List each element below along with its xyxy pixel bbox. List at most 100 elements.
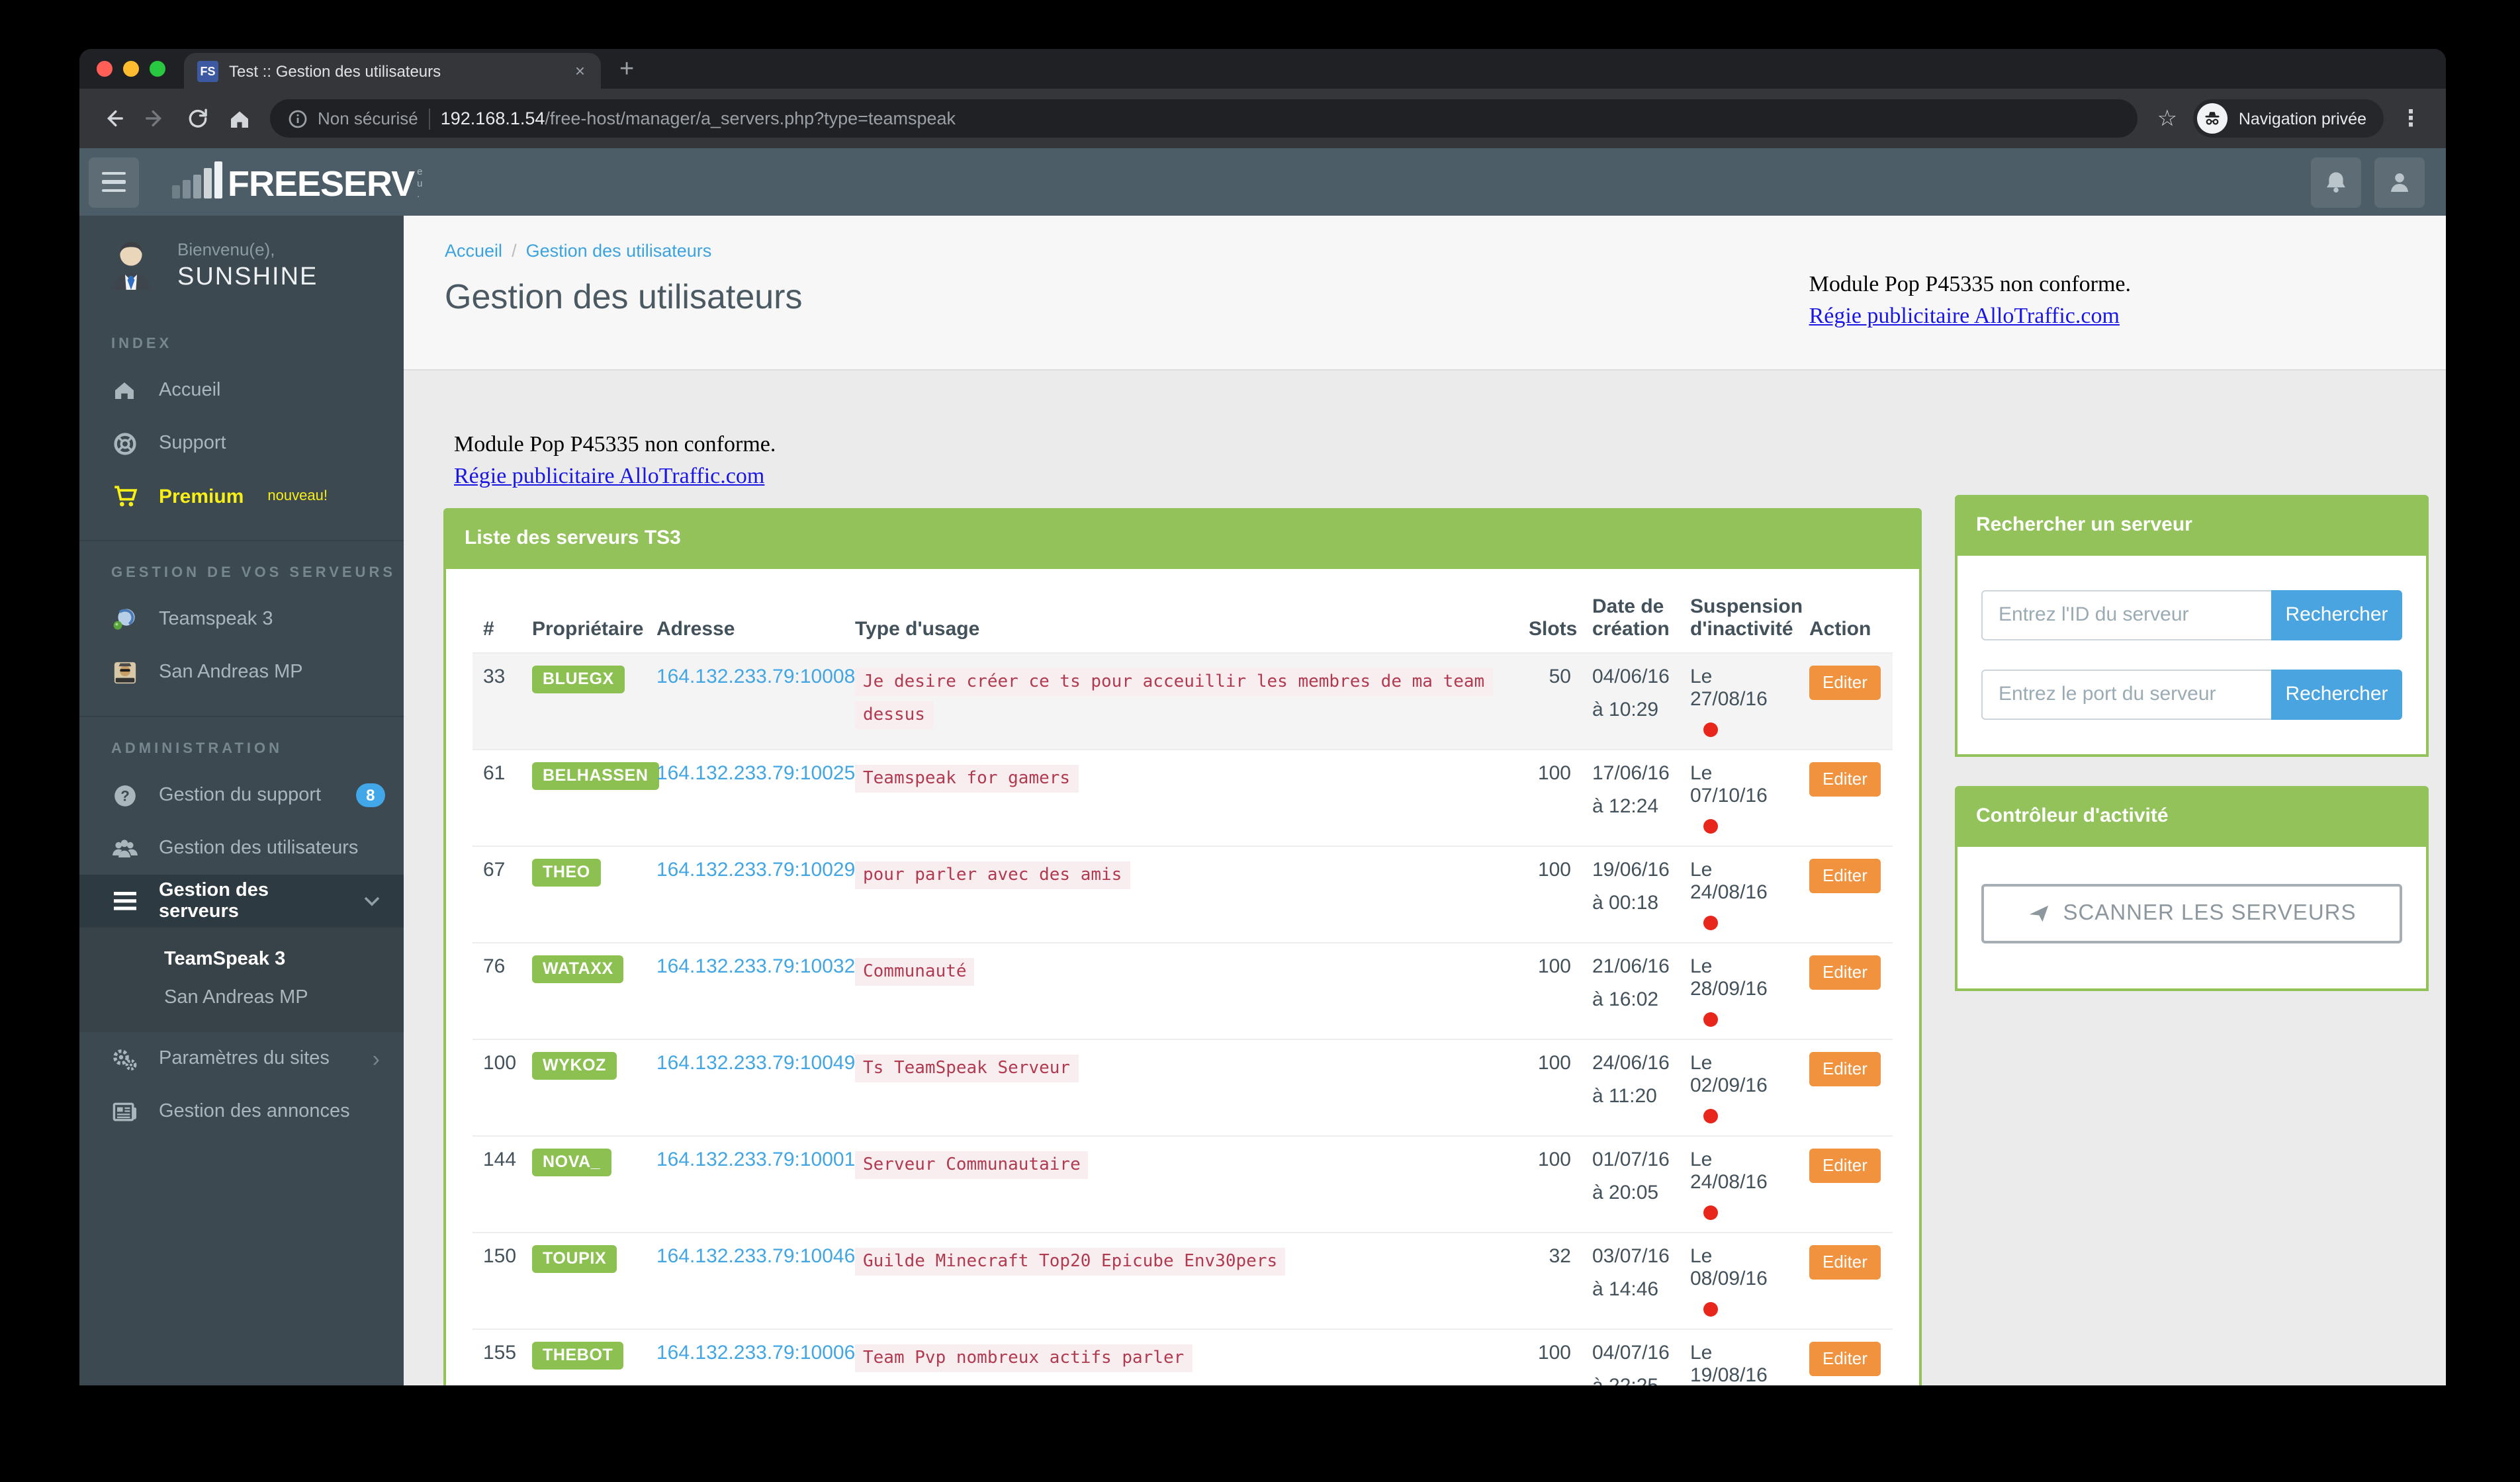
created-cell: 21/06/16 à 16:02 [1582,941,1680,1039]
sidebar-item-premium[interactable]: Premium nouveau! [79,470,404,523]
server-id: 150 [472,1231,521,1329]
minimize-window-button[interactable] [123,61,139,77]
server-address-link[interactable]: 164.132.233.79:10049 [656,1051,856,1074]
created-cell: 01/07/16 à 20:05 [1582,1135,1680,1233]
ad-notice-link[interactable]: Régie publicitaire AlloTraffic.com [454,462,765,488]
close-window-button[interactable] [97,61,112,77]
owner-badge[interactable]: BLUEGX [532,665,625,693]
welcome-text: Bienvenu(e), [177,240,275,259]
support-count-badge: 8 [355,783,386,807]
server-address-link[interactable]: 164.132.233.79:10032 [656,955,856,978]
search-by-port-button[interactable]: Rechercher [2271,669,2402,720]
address-bar[interactable]: Non sécurisé 192.168.1.54/free-host/mana… [270,99,2138,138]
server-id-input[interactable] [1981,589,2271,640]
usage-text-cell: Serveur Communautaire [844,1135,1518,1233]
info-icon[interactable] [289,109,307,128]
suspension-cell: Le 24/08/16 [1680,845,1799,943]
server-address-link[interactable]: 164.132.233.79:10001 [656,1148,856,1171]
sidebar-item-teamspeak[interactable]: Teamspeak 3 [79,593,404,646]
browser-toolbar: Non sécurisé 192.168.1.54/free-host/mana… [79,89,2446,148]
edit-button[interactable]: Editer [1809,1244,1881,1280]
column-header-address: Adresse [656,617,735,640]
sidebar-item-support-management[interactable]: ? Gestion du support 8 [79,769,404,822]
server-port-input[interactable] [1981,669,2271,720]
new-tab-button[interactable]: + [619,56,635,83]
sidebar-item-support[interactable]: Support [79,417,404,470]
breadcrumb-home-link[interactable]: Accueil [445,241,503,261]
server-address-link[interactable]: 164.132.233.79:10029 [656,858,856,881]
owner-badge[interactable]: THEBOT [532,1341,624,1370]
server-id: 155 [472,1328,521,1385]
slots-value: 32 [1518,1231,1582,1329]
reload-icon[interactable] [177,99,217,138]
main-content: Accueil / Gestion des utilisateurs Gestion… [404,216,2446,1385]
bookmark-star-icon[interactable]: ☆ [2157,105,2178,130]
suspension-date: Le 19/08/16 [1690,1341,1768,1385]
sidebar-item-samp[interactable]: San Andreas MP [79,646,404,699]
sidebar-toggle-icon[interactable] [89,157,139,207]
server-address-link[interactable]: 164.132.233.79:10025 [656,762,856,785]
slots-value: 50 [1518,652,1582,750]
server-address-link[interactable]: 164.132.233.79:10046 [656,1244,856,1268]
submenu-item-samp[interactable]: San Andreas MP [164,986,308,1008]
owner-badge[interactable]: TOUPIX [532,1244,617,1273]
teamspeak-logo-icon [111,606,138,632]
owner-badge[interactable]: WYKOZ [532,1051,617,1080]
browser-tab[interactable]: FS Test :: Gestion des utilisateurs × [184,53,601,89]
sidebar-item-label: Paramètres du sites [159,1048,330,1069]
back-icon[interactable] [93,99,132,138]
usage-text-cell: Teamspeak for gamers [844,748,1518,846]
home-icon[interactable] [220,99,259,138]
owner-badge[interactable]: BELHASSEN [532,762,659,790]
zoom-window-button[interactable] [150,61,165,77]
tab-close-icon[interactable]: × [574,61,585,81]
bars-icon [111,892,138,910]
sidebar-item-site-settings[interactable]: Paramètres du sites › [79,1032,404,1085]
sidebar-item-servers-management[interactable]: Gestion des serveurs [79,875,404,928]
user-account-icon[interactable] [2374,157,2425,207]
sidebar-item-accueil[interactable]: Accueil [79,364,404,417]
server-address-link-cell: 164.132.233.79:10025 [646,748,855,846]
owner-badge[interactable]: NOVA_ [532,1148,611,1176]
search-by-id-button[interactable]: Rechercher [2271,589,2402,640]
suspension-cell: Le 24/08/16 [1680,1135,1799,1233]
server-id: 33 [472,652,521,750]
created-date: 03/07/16 [1592,1244,1670,1268]
edit-button[interactable]: Editer [1809,1148,1881,1183]
sidebar-item-announcements[interactable]: Gestion des annonces [79,1085,404,1138]
submenu-item-teamspeak[interactable]: TeamSpeak 3 [164,948,286,969]
sidebar-item-users-management[interactable]: Gestion des utilisateurs [79,822,404,875]
action-cell: Editer [1799,1135,1893,1233]
content-header: Accueil / Gestion des utilisateurs Gestion… [404,216,2446,370]
logo-bars-icon [172,161,222,198]
slots-value: 100 [1518,1328,1582,1385]
ad-notice-text: Module Pop P45335 non conforme. [1809,271,2131,296]
forward-icon[interactable] [135,99,175,138]
breadcrumb-separator: / [512,241,517,261]
owner-badge[interactable]: THEO [532,858,601,887]
breadcrumb-current-link[interactable]: Gestion des utilisateurs [525,241,712,261]
usage-text: Team Pvp nombreux actifs parler [855,1344,1192,1372]
edit-button[interactable]: Editer [1809,665,1881,700]
edit-button[interactable]: Editer [1809,1051,1881,1086]
created-time: à 11:20 [1592,1084,1657,1108]
edit-button[interactable]: Editer [1809,762,1881,797]
created-time: à 00:18 [1592,891,1659,914]
username: SUNSHINE [177,263,318,291]
scan-servers-button[interactable]: SCANNER LES SERVEURS [1981,883,2402,943]
server-address-link[interactable]: 164.132.233.79:10006 [656,1341,856,1364]
ad-notice-link[interactable]: Régie publicitaire AlloTraffic.com [1809,302,2120,328]
owner-badge[interactable]: WATAXX [532,955,624,983]
browser-menu-icon[interactable]: ⋮ [2400,105,2422,130]
divider [428,108,430,129]
server-address-link[interactable]: 164.132.233.79:10008 [656,665,856,688]
suspension-date: Le 24/08/16 [1690,858,1768,904]
suspension-cell: Le 02/09/16 [1680,1038,1799,1136]
edit-button[interactable]: Editer [1809,955,1881,990]
table-row: 155 THEBOT 164.132.233.79:10006 Team Pvp no… [472,1328,1893,1385]
edit-button[interactable]: Editer [1809,858,1881,893]
edit-button[interactable]: Editer [1809,1341,1881,1376]
notifications-bell-icon[interactable] [2311,157,2361,207]
